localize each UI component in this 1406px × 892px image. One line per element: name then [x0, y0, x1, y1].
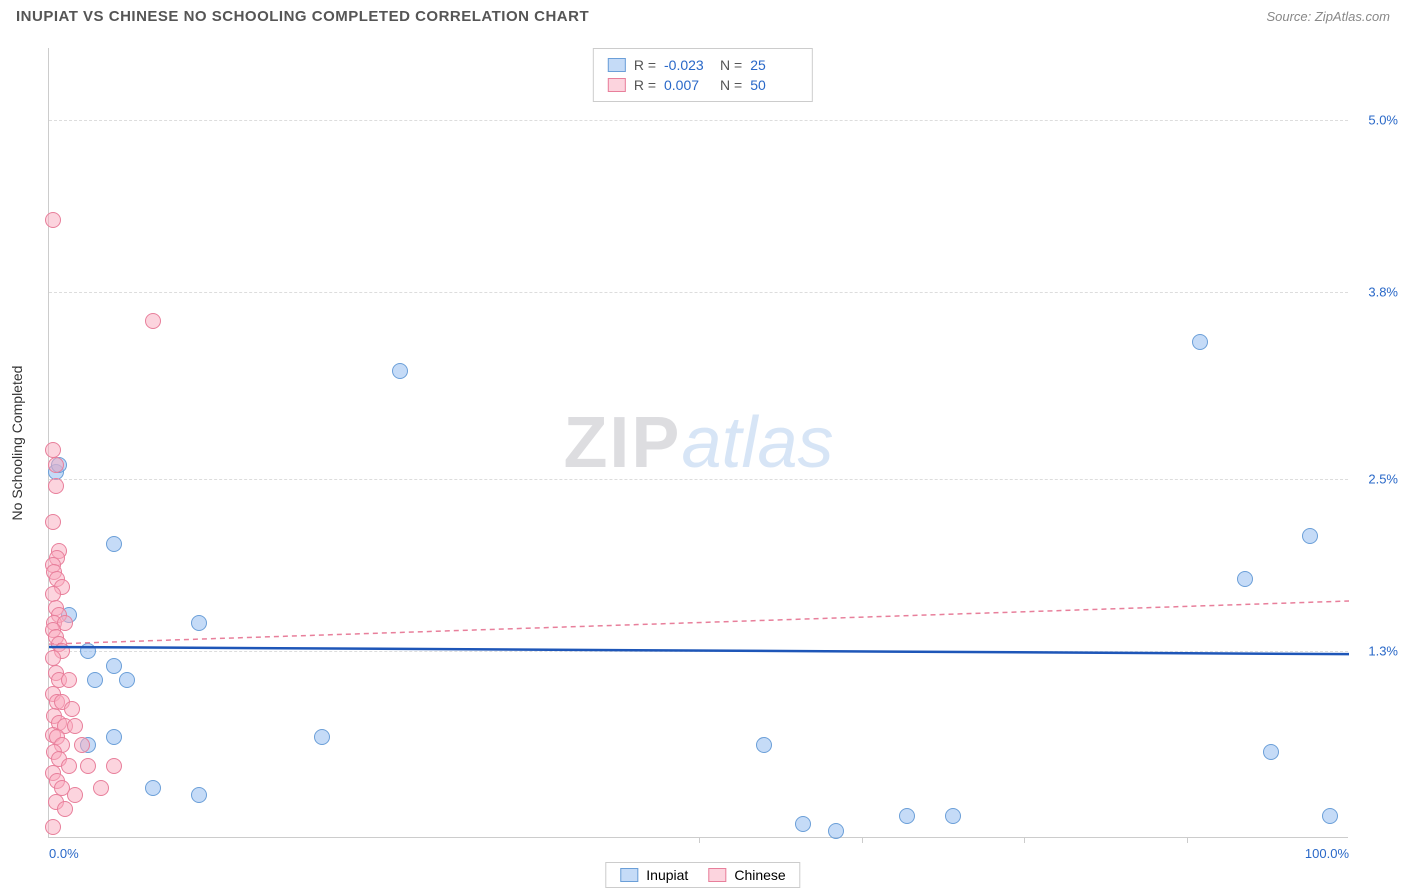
n-label: N = [720, 57, 742, 73]
legend: Inupiat Chinese [605, 862, 800, 888]
legend-item: Inupiat [620, 867, 688, 883]
series-swatch [620, 868, 638, 882]
legend-item: Chinese [708, 867, 785, 883]
series-swatch [608, 78, 626, 92]
trend-line [49, 48, 1349, 838]
legend-label: Inupiat [646, 867, 688, 883]
y-axis-title: No Schooling Completed [9, 365, 25, 520]
stats-row: R = 0.007 N = 50 [608, 75, 798, 95]
r-label: R = [634, 57, 656, 73]
chart-title: INUPIAT VS CHINESE NO SCHOOLING COMPLETE… [16, 8, 589, 25]
legend-label: Chinese [734, 867, 785, 883]
y-tick-label: 5.0% [1368, 112, 1398, 127]
r-value: 0.007 [664, 77, 712, 93]
r-label: R = [634, 77, 656, 93]
x-axis-label: 100.0% [1305, 846, 1349, 861]
stats-box: R = -0.023 N = 25 R = 0.007 N = 50 [593, 48, 813, 102]
source-attribution: Source: ZipAtlas.com [1266, 9, 1390, 24]
series-swatch [708, 868, 726, 882]
scatter-chart: No Schooling Completed ZIPatlas 1.3%2.5%… [48, 48, 1348, 838]
r-value: -0.023 [664, 57, 712, 73]
n-value: 50 [750, 77, 798, 93]
n-value: 25 [750, 57, 798, 73]
n-label: N = [720, 77, 742, 93]
x-axis-label: 0.0% [49, 846, 79, 861]
y-tick-label: 2.5% [1368, 471, 1398, 486]
y-tick-label: 3.8% [1368, 285, 1398, 300]
series-swatch [608, 58, 626, 72]
y-tick-label: 1.3% [1368, 644, 1398, 659]
stats-row: R = -0.023 N = 25 [608, 55, 798, 75]
